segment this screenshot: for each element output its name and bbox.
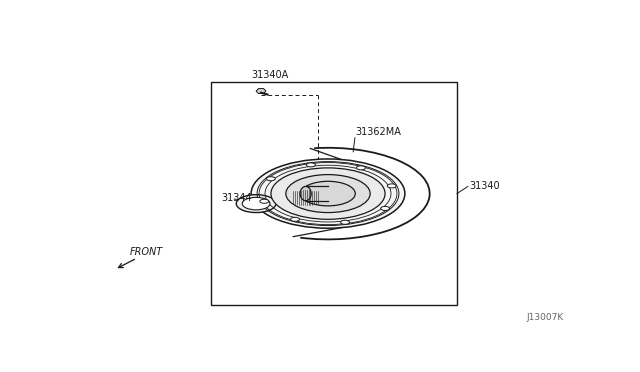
Ellipse shape [260, 199, 269, 203]
Ellipse shape [387, 184, 396, 188]
Ellipse shape [291, 217, 300, 221]
Ellipse shape [300, 186, 311, 201]
Text: 31340A: 31340A [251, 70, 289, 80]
Text: 31344: 31344 [221, 193, 252, 203]
Ellipse shape [381, 206, 390, 211]
Ellipse shape [242, 198, 270, 210]
Ellipse shape [340, 220, 349, 224]
Text: J13007K: J13007K [526, 313, 564, 322]
Ellipse shape [271, 168, 385, 219]
Ellipse shape [286, 174, 370, 212]
Bar [211, 82, 457, 305]
Text: 31340: 31340 [469, 182, 500, 192]
Ellipse shape [251, 159, 405, 228]
Ellipse shape [266, 177, 275, 181]
Ellipse shape [301, 181, 355, 206]
Ellipse shape [356, 166, 365, 170]
Text: FRONT: FRONT [129, 247, 163, 257]
Ellipse shape [307, 163, 316, 167]
Ellipse shape [236, 195, 276, 212]
Text: 31362MA: 31362MA [355, 127, 401, 137]
